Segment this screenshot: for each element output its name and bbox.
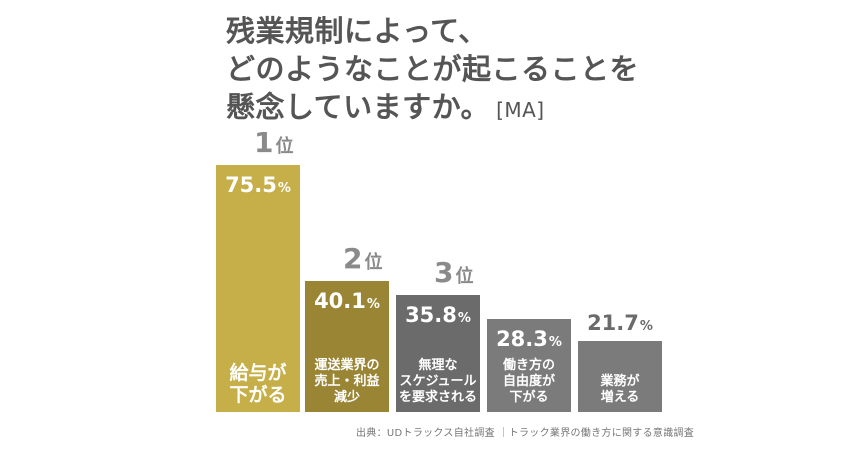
title-line-2: どのようなことが起こることを	[226, 52, 640, 86]
value-number: 35.8	[405, 303, 457, 327]
value-label-1: 75.5%	[216, 175, 300, 196]
title-line-3-text: 懸念していますか。	[226, 90, 491, 124]
value-unit: %	[639, 319, 653, 334]
value-unit: %	[277, 181, 291, 196]
category-label-2: 運送業界の 売上・利益 減少	[314, 358, 380, 405]
bar-3: 35.8% 無理な スケジュール を要求される	[396, 295, 480, 412]
title-line-3: 懸念していますか。 [MA]	[226, 88, 639, 129]
rank-unit: 位	[364, 252, 383, 273]
title-line-1: 残業規制によって、	[226, 14, 488, 48]
bar-2: 40.1% 運送業界の 売上・利益 減少	[305, 281, 389, 412]
value-label-4: 28.3%	[487, 329, 571, 350]
category-label-5: 業務が 増える	[600, 374, 640, 405]
value-label-5: 21.7%	[578, 313, 662, 334]
rank-number: 2	[343, 242, 363, 275]
rank-number: 1	[254, 126, 274, 159]
category-label-1: 給与が 下がる	[229, 362, 287, 406]
bar-4: 28.3% 働き方の 自由度が 下がる	[487, 319, 571, 412]
value-label-3: 35.8%	[396, 305, 480, 326]
rank-unit: 位	[455, 266, 474, 287]
category-label-4: 働き方の 自由度が 下がる	[502, 358, 555, 405]
multiple-answer-tag: [MA]	[496, 98, 545, 122]
value-number: 28.3	[496, 327, 548, 351]
value-number: 40.1	[314, 289, 366, 313]
bar-1: 75.5% 給与が 下がる	[216, 165, 300, 412]
rank-number: 3	[434, 256, 454, 289]
bar-5: 業務が 増える	[578, 341, 662, 412]
source-note: 出典：UDトラックス自社調査 ｜トラック業界の働き方に関する意識調査	[356, 428, 695, 439]
rank-unit: 位	[275, 136, 294, 157]
chart-title: 残業規制によって、 どのようなことが起こることを 懸念していますか。 [MA]	[226, 12, 639, 129]
value-number: 75.5	[225, 173, 277, 197]
value-label-2: 40.1%	[305, 291, 389, 312]
value-unit: %	[457, 311, 471, 326]
value-number: 21.7	[587, 311, 639, 335]
value-unit: %	[366, 297, 380, 312]
category-label-3: 無理な スケジュール を要求される	[398, 358, 477, 405]
value-unit: %	[548, 335, 562, 350]
